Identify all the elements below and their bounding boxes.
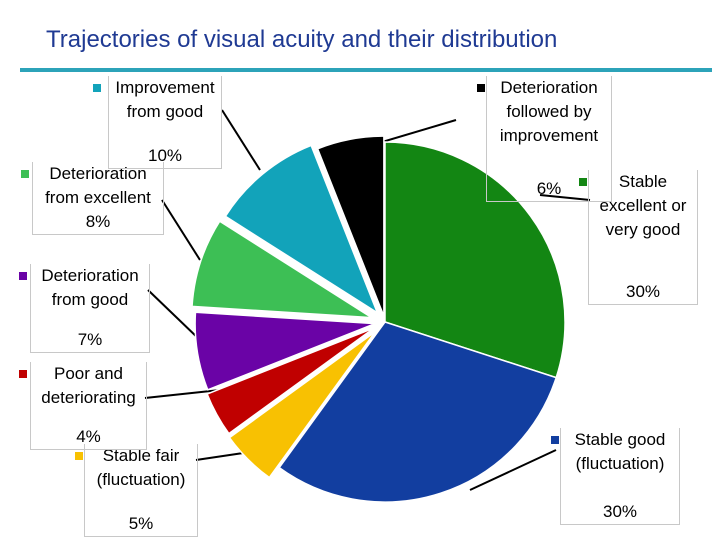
slice-label-2: Stable good (fluctuation) 30% [551, 428, 680, 525]
slice-label-6: Deterioration from excellent 8% [21, 162, 164, 235]
slice-category-label: Deterioration followed by improvement [499, 78, 599, 145]
slice-value-label: 6% [536, 179, 562, 198]
legend-swatch-2 [551, 436, 559, 444]
leader-line-4 [144, 389, 221, 399]
chart-title: Trajectories of visual acuity and their … [46, 26, 558, 53]
slice-category-label: Deterioration from excellent [45, 164, 151, 207]
legend-swatch-8 [477, 84, 485, 92]
legend-swatch-1 [579, 178, 587, 186]
legend-swatch-4 [19, 370, 27, 378]
slice-value-label: 30% [602, 502, 638, 521]
leader-line-1 [539, 194, 591, 201]
legend-swatch-7 [93, 84, 101, 92]
slice-category-label: Improvement from good [115, 78, 215, 121]
slice-category-label: Stable excellent or very good [599, 172, 687, 239]
pie-slices [191, 135, 566, 503]
pie-slice-1 [384, 141, 566, 379]
slice-value-label: 5% [128, 514, 154, 533]
slice-label-3: Stable fair (fluctuation) 5% [75, 444, 198, 537]
pie-slice-7 [224, 144, 379, 315]
leader-lines [144, 109, 591, 491]
slice-value-label: 4% [76, 427, 101, 446]
pie-slice-8 [316, 135, 385, 317]
pie-slice-4 [206, 327, 375, 435]
legend-swatch-3 [75, 452, 83, 460]
leader-line-2 [469, 449, 557, 491]
pie-slice-2 [278, 321, 558, 503]
slice-category-label: Deterioration from good [41, 266, 139, 309]
slice-value-label: 7% [77, 330, 103, 349]
legend-swatch-5 [19, 272, 27, 280]
slice-value-label: 10% [147, 146, 183, 165]
slice-value-label: 30% [625, 282, 661, 301]
leader-line-5 [147, 289, 201, 341]
slice-category-label: Stable fair (fluctuation) [96, 446, 186, 489]
pie-slice-5 [194, 311, 376, 391]
slice-value-label: 8% [85, 212, 111, 231]
slice-label-1: Stable excellent or very good 30% [579, 170, 698, 305]
pie-slice-6 [191, 220, 373, 319]
slice-category-label: Poor and deteriorating [41, 364, 136, 407]
leader-line-6 [161, 199, 201, 261]
pie-slice-3 [228, 331, 376, 479]
slice-label-8: Deterioration followed by improvement 6% [477, 76, 612, 202]
slice-label-7: Improvement from good 10% [93, 76, 222, 169]
legend-swatch-6 [21, 170, 29, 178]
leader-line-3 [195, 451, 251, 461]
title-underline [20, 68, 712, 72]
slice-label-4: Poor and deteriorating 4% [19, 362, 147, 450]
slice-label-5: Deterioration from good 7% [19, 264, 150, 353]
leader-line-7 [221, 109, 261, 171]
slice-category-label: Stable good (fluctuation) [574, 430, 666, 473]
